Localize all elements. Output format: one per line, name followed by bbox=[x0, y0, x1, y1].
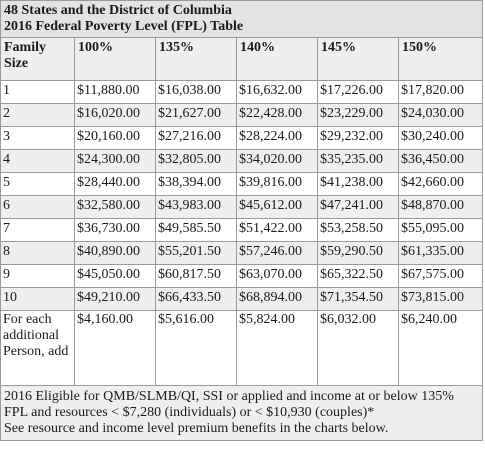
column-header-row: Family Size 100% 135% 140% 145% 150% bbox=[0, 37, 484, 81]
table-cell-140: $34,020.00 bbox=[236, 149, 318, 173]
table-cell-135: $49,585.50 bbox=[155, 218, 237, 242]
additional-person-140: $5,824.00 bbox=[236, 310, 318, 386]
table-cell-135: $43,983.00 bbox=[155, 195, 237, 219]
table-cell-135: $16,038.00 bbox=[155, 80, 237, 104]
table-cell-100: $36,730.00 bbox=[74, 218, 156, 242]
table-cell-140: $57,246.00 bbox=[236, 241, 318, 265]
table-cell-family-size: 3 bbox=[0, 126, 75, 150]
column-header-135: 135% bbox=[155, 37, 237, 81]
table-cell-140: $28,224.00 bbox=[236, 126, 318, 150]
fpl-table: 48 States and the District of Columbia 2… bbox=[0, 0, 484, 441]
table-cell-145: $35,235.00 bbox=[317, 149, 399, 173]
table-cell-145: $23,229.00 bbox=[317, 103, 399, 127]
table-cell-135: $55,201.50 bbox=[155, 241, 237, 265]
table-cell-140: $68,894.00 bbox=[236, 287, 318, 311]
additional-person-145: $6,032.00 bbox=[317, 310, 399, 386]
footer-row: 2016 Eligible for QMB/SLMB/QI, SSI or ap… bbox=[0, 385, 484, 441]
table-cell-100: $24,300.00 bbox=[74, 149, 156, 173]
footer-see-charts-text: See resource and income level premium be… bbox=[4, 421, 389, 436]
table-cell-100: $49,210.00 bbox=[74, 287, 156, 311]
additional-person-150: $6,240.00 bbox=[397, 310, 484, 386]
table-cell-135: $60,817.50 bbox=[155, 264, 237, 288]
table-cell-100: $40,890.00 bbox=[74, 241, 156, 265]
table-cell-150: $36,450.00 bbox=[397, 149, 484, 173]
table-cell-145: $47,241.00 bbox=[317, 195, 399, 219]
table-cell-100: $32,580.00 bbox=[74, 195, 156, 219]
table-cell-150: $73,815.00 bbox=[397, 287, 484, 311]
table-title-row: 48 States and the District of Columbia 2… bbox=[0, 0, 484, 38]
table-title-line-2: 2016 Federal Poverty Level (FPL) Table bbox=[4, 19, 244, 34]
table-cell-family-size: 9 bbox=[0, 264, 75, 288]
footer-eligibility-text: 2016 Eligible for QMB/SLMB/QI, SSI or ap… bbox=[4, 389, 454, 420]
table-title-line-1: 48 States and the District of Columbia bbox=[4, 3, 232, 18]
table-cell-family-size: 4 bbox=[0, 149, 75, 173]
table-cell-140: $45,612.00 bbox=[236, 195, 318, 219]
table-cell-150: $55,095.00 bbox=[397, 218, 484, 242]
additional-person-135: $5,616.00 bbox=[155, 310, 237, 386]
table-cell-family-size: 1 bbox=[0, 80, 75, 104]
table-cell-145: $41,238.00 bbox=[317, 172, 399, 196]
table-cell-145: $59,290.50 bbox=[317, 241, 399, 265]
table-cell-135: $38,394.00 bbox=[155, 172, 237, 196]
table-cell-140: $51,422.00 bbox=[236, 218, 318, 242]
table-cell-100: $11,880.00 bbox=[74, 80, 156, 104]
table-row: 9 $45,050.00 $60,817.50 $63,070.00 $65,322.5… bbox=[0, 264, 484, 288]
table-cell-family-size: 8 bbox=[0, 241, 75, 265]
column-header-145: 145% bbox=[317, 37, 399, 81]
table-cell-135: $66,433.50 bbox=[155, 287, 237, 311]
table-cell-150: $67,575.00 bbox=[397, 264, 484, 288]
table-cell-100: $20,160.00 bbox=[74, 126, 156, 150]
table-cell-145: $53,258.50 bbox=[317, 218, 399, 242]
table-cell-140: $63,070.00 bbox=[236, 264, 318, 288]
table-cell-140: $22,428.00 bbox=[236, 103, 318, 127]
table-cell-140: $39,816.00 bbox=[236, 172, 318, 196]
table-row: 4 $24,300.00 $32,805.00 $34,020.00 $35,235.0… bbox=[0, 149, 484, 173]
table-cell-100: $16,020.00 bbox=[74, 103, 156, 127]
table-cell-140: $16,632.00 bbox=[236, 80, 318, 104]
table-cell-150: $17,820.00 bbox=[397, 80, 484, 104]
table-row: 6 $32,580.00 $43,983.00 $45,612.00 $47,241.0… bbox=[0, 195, 484, 219]
table-row: 5 $28,440.00 $38,394.00 $39,816.00 $41,238.0… bbox=[0, 172, 484, 196]
table-row: 8 $40,890.00 $55,201.50 $57,246.00 $59,290.5… bbox=[0, 241, 484, 265]
table-row: 1 $11,880.00 $16,038.00 $16,632.00 $17,226.0… bbox=[0, 80, 484, 104]
table-cell-100: $45,050.00 bbox=[74, 264, 156, 288]
column-header-family-size: Family Size bbox=[0, 37, 75, 81]
table-cell-family-size: 5 bbox=[0, 172, 75, 196]
table-cell-150: $30,240.00 bbox=[397, 126, 484, 150]
table-cell-135: $32,805.00 bbox=[155, 149, 237, 173]
additional-person-row: For each additional Person, add $4,160.0… bbox=[0, 310, 484, 386]
table-cell-145: $17,226.00 bbox=[317, 80, 399, 104]
table-cell-145: $65,322.50 bbox=[317, 264, 399, 288]
table-row: 3 $20,160.00 $27,216.00 $28,224.00 $29,232.0… bbox=[0, 126, 484, 150]
table-body: 1 $11,880.00 $16,038.00 $16,632.00 $17,226.0… bbox=[0, 80, 484, 311]
footer-note: 2016 Eligible for QMB/SLMB/QI, SSI or ap… bbox=[0, 385, 484, 441]
table-cell-145: $29,232.00 bbox=[317, 126, 399, 150]
table-row: 10 $49,210.00 $66,433.50 $68,894.00 $71,354.… bbox=[0, 287, 484, 311]
column-header-150: 150% bbox=[397, 37, 484, 81]
column-header-100: 100% bbox=[74, 37, 156, 81]
table-cell-135: $21,627.00 bbox=[155, 103, 237, 127]
fpl-table-container: 48 States and the District of Columbia 2… bbox=[0, 0, 484, 441]
table-cell-family-size: 7 bbox=[0, 218, 75, 242]
table-cell-150: $61,335.00 bbox=[397, 241, 484, 265]
table-row: 2 $16,020.00 $21,627.00 $22,428.00 $23,229.0… bbox=[0, 103, 484, 127]
table-title: 48 States and the District of Columbia 2… bbox=[0, 0, 484, 38]
table-cell-150: $24,030.00 bbox=[397, 103, 484, 127]
table-cell-100: $28,440.00 bbox=[74, 172, 156, 196]
table-cell-150: $42,660.00 bbox=[397, 172, 484, 196]
column-header-140: 140% bbox=[236, 37, 318, 81]
table-cell-150: $48,870.00 bbox=[397, 195, 484, 219]
table-row: 7 $36,730.00 $49,585.50 $51,422.00 $53,258.5… bbox=[0, 218, 484, 242]
table-cell-family-size: 10 bbox=[0, 287, 75, 311]
table-cell-family-size: 6 bbox=[0, 195, 75, 219]
additional-person-100: $4,160.00 bbox=[74, 310, 156, 386]
table-cell-135: $27,216.00 bbox=[155, 126, 237, 150]
additional-person-label: For each additional Person, add bbox=[0, 310, 75, 386]
table-cell-145: $71,354.50 bbox=[317, 287, 399, 311]
table-cell-family-size: 2 bbox=[0, 103, 75, 127]
